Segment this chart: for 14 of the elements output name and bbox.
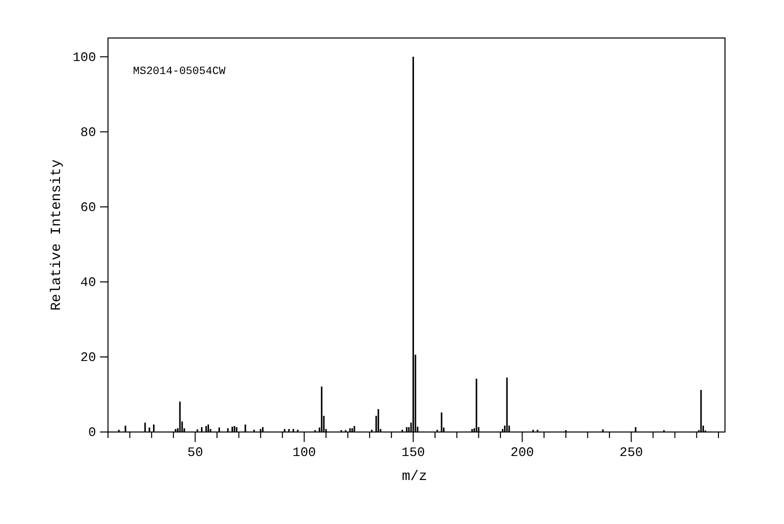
y-tick-label: 0 [88, 425, 96, 440]
y-tick-label: 40 [80, 274, 96, 290]
y-axis-title: Relative Intensity [49, 159, 65, 311]
x-tick-label: 100 [292, 445, 316, 460]
x-tick-label: 200 [510, 445, 534, 460]
x-tick-label: 50 [187, 445, 204, 460]
y-tick-label: 80 [80, 124, 96, 140]
annotation: MS2014-05054CW [133, 66, 226, 78]
y-tick-label: 60 [80, 200, 96, 215]
x-tick-label: 150 [402, 445, 425, 460]
x-tick-label: 250 [620, 445, 643, 460]
y-tick-label: 20 [80, 350, 96, 365]
y-tick-label: 100 [72, 50, 96, 65]
x-axis-title: m/z [402, 469, 428, 485]
